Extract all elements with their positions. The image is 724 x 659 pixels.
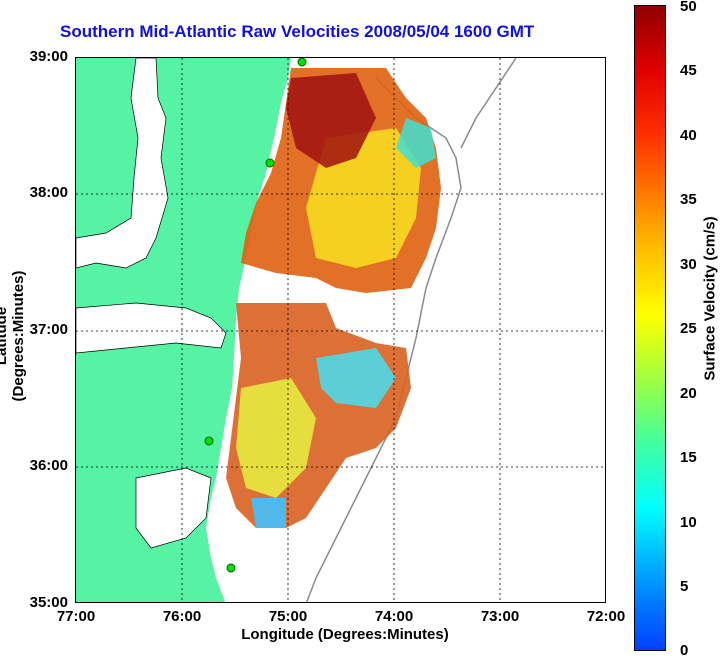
station-marker [297,58,307,67]
x-tick-label: 75:00 [268,608,308,625]
velocity-field-south-cyan [316,348,396,408]
x-axis-label: Longitude (Degrees:Minutes) [241,626,449,643]
colorbar-tick: 5 [680,578,689,595]
colorbar-tick: 40 [680,127,697,144]
chesapeake-bay [76,58,169,269]
velocity-field-cyan [396,118,436,168]
colorbar-tick: 45 [680,62,697,79]
colorbar-tick: 10 [680,514,697,531]
bathymetry-contour [305,77,462,602]
velocity-field-north-dark [286,73,376,168]
map-title: Southern Mid-Atlantic Raw Velocities 200… [60,22,535,41]
colorbar [634,5,666,651]
map-svg [76,58,605,602]
x-tick-label: 74:00 [374,608,414,625]
x-tick-label: 77:00 [56,608,96,625]
graticule [76,58,605,602]
y-tick-label: 36:00 [29,457,68,474]
velocity-field-south-yellow [236,378,316,498]
y-tick-label: 37:00 [29,321,68,338]
colorbar-tick: 30 [680,256,697,273]
y-tick-label: 39:00 [29,48,68,65]
station-marker [204,436,214,446]
sound-water [135,467,212,549]
colorbar-tick: 35 [680,191,697,208]
colorbar-tick: 25 [680,320,697,337]
colorbar-tick: 50 [680,0,697,15]
colorbar-tick: 20 [680,385,697,402]
y-tick-label: 35:00 [29,594,68,611]
radar-stations [204,58,307,573]
colorbar-tick: 15 [680,449,697,466]
x-tick-label: 73:00 [480,608,520,625]
y-tick-label: 38:00 [29,184,68,201]
y-axis-label: Latitude (Degrees:Minutes) [0,270,27,402]
lower-bay [76,302,227,354]
station-marker [226,563,236,573]
velocity-field-south-blue [251,498,286,528]
station-marker [265,158,275,168]
x-tick-label: 72:00 [586,608,626,625]
map-plot-area[interactable] [75,57,606,603]
x-tick-label: 76:00 [162,608,202,625]
colorbar-tick: 0 [680,642,689,659]
colorbar-label: Surface Velocity (cm/s) [701,216,719,381]
bathymetry-contour-2 [460,58,517,149]
